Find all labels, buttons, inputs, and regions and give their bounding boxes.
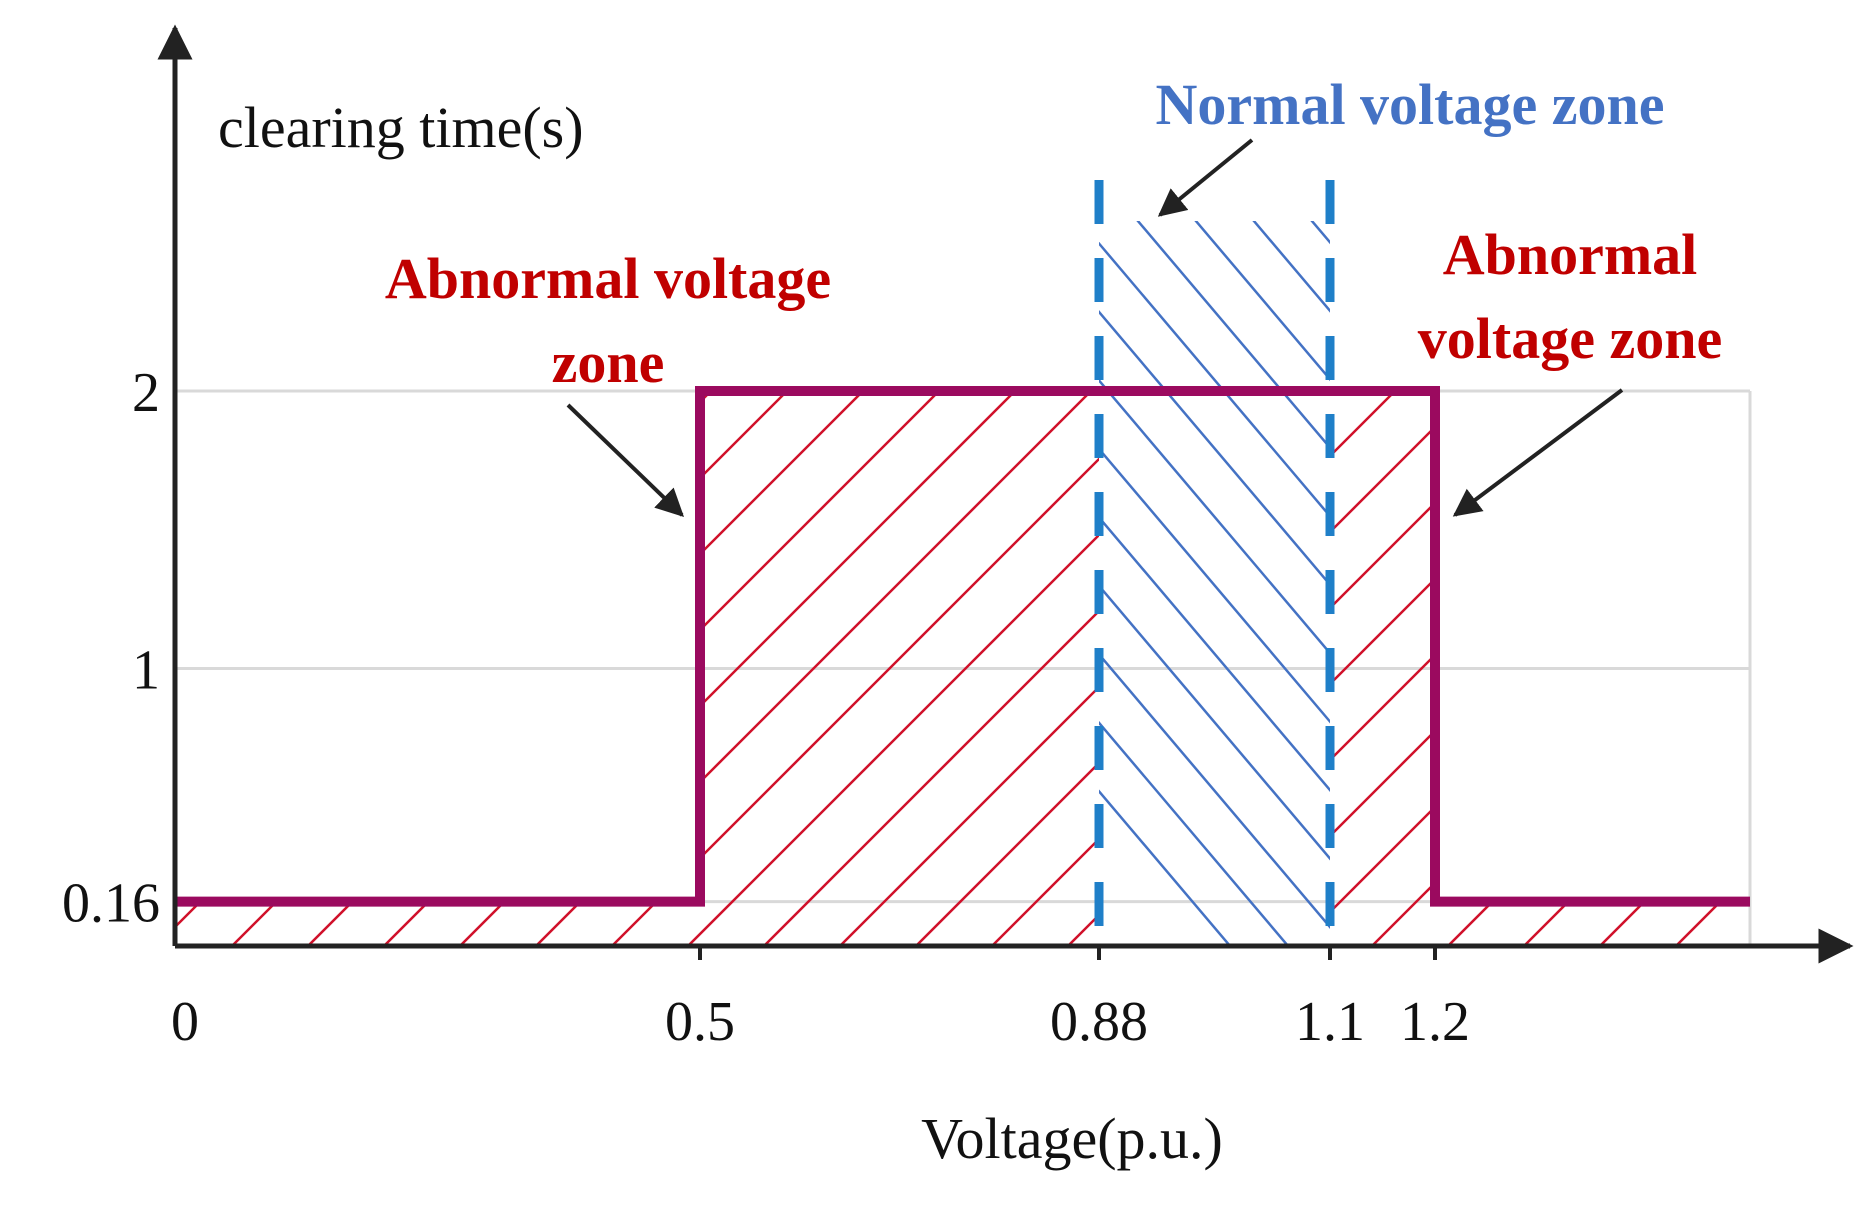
red-hatch-line-5 bbox=[175, 391, 581, 946]
y-tick-label-2: 2 bbox=[132, 362, 160, 424]
red-hatch-line-22 bbox=[971, 391, 1750, 946]
red-hatch-line-0 bbox=[175, 391, 201, 946]
blue-hatch-line-2 bbox=[1099, 652, 1330, 929]
red-hatch-line-27 bbox=[1351, 391, 1750, 946]
red-hatch-line-25 bbox=[1199, 391, 1750, 946]
axes bbox=[157, 24, 1854, 964]
blue-hatch-line-6 bbox=[1099, 378, 1330, 656]
y-tick-label-1: 1 bbox=[132, 640, 160, 702]
red-hatch-line-28 bbox=[1427, 391, 1750, 946]
normal-zone-label: Normal voltage zone bbox=[1156, 72, 1665, 137]
normal-zone-arrow bbox=[1157, 138, 1254, 217]
left-zone-arrow bbox=[566, 403, 685, 517]
red-hatch-line-9 bbox=[175, 391, 885, 946]
red-hatch-line-6 bbox=[175, 391, 657, 946]
red-hatch-line-1 bbox=[175, 391, 277, 946]
blue-hatch-line-3 bbox=[1099, 583, 1330, 861]
normal-zone-hatch bbox=[1099, 221, 1330, 946]
right-zone-arrow bbox=[1452, 388, 1624, 517]
limit-series bbox=[175, 386, 1750, 907]
red-hatch-line-29 bbox=[1503, 391, 1750, 946]
right-abnormal-zone-label-line2: voltage zone bbox=[1418, 306, 1722, 371]
x-tick-label-1: 0.5 bbox=[665, 991, 735, 1053]
red-hatch-line-14 bbox=[363, 391, 1265, 946]
left-abnormal-zone-label-line1: Abnormal voltage bbox=[385, 246, 831, 311]
zone-boundaries bbox=[1094, 180, 1335, 946]
red-hatch-line-3 bbox=[175, 391, 429, 946]
annotation-arrows bbox=[566, 138, 1624, 517]
red-hatch-line-33 bbox=[1808, 66, 1856, 966]
red-hatch-line-16 bbox=[515, 391, 1417, 946]
blue-hatch-line-5 bbox=[1099, 446, 1330, 724]
tick-labels: 0 0.5 0.88 1.1 1.2 0.16 1 2 bbox=[62, 362, 1470, 1053]
x-tick-label-2: 0.88 bbox=[1050, 991, 1148, 1053]
red-hatch-line-8 bbox=[175, 391, 809, 946]
y-axis-label: clearing time(s) bbox=[218, 95, 584, 160]
x-tick-label-3: 1.1 bbox=[1295, 991, 1365, 1053]
red-hatch-line-24 bbox=[1123, 391, 1750, 946]
red-hatch-line-30 bbox=[1579, 391, 1750, 946]
blue-hatch-line-10 bbox=[1194, 221, 1330, 382]
red-hatch-line-17 bbox=[591, 391, 1493, 946]
left-abnormal-zone-label-line2: zone bbox=[552, 330, 665, 395]
abnormal-zone-hatch bbox=[175, 66, 1856, 966]
y-tick-label-0: 0.16 bbox=[62, 873, 160, 935]
red-hatch-line-11 bbox=[175, 391, 1037, 946]
limit-series-line bbox=[175, 386, 1750, 907]
x-axis-label: Voltage(p.u.) bbox=[921, 1106, 1223, 1171]
red-hatch-line-15 bbox=[439, 391, 1341, 946]
blue-hatch-line-7 bbox=[1099, 310, 1330, 587]
red-hatch-line-21 bbox=[895, 391, 1750, 946]
red-hatch-line-31 bbox=[1655, 391, 1750, 946]
blue-hatch-line-0 bbox=[1099, 789, 1232, 946]
blue-hatch-line-9 bbox=[1136, 221, 1330, 450]
right-abnormal-zone-label-line1: Abnormal bbox=[1443, 222, 1698, 287]
red-hatch-line-23 bbox=[1047, 391, 1750, 946]
x-tick-label-0: 0 bbox=[171, 991, 199, 1053]
red-hatch-line-13 bbox=[287, 391, 1189, 946]
blue-hatch-line-8 bbox=[1099, 241, 1330, 519]
red-hatch-line-7 bbox=[175, 391, 733, 946]
red-hatch-line-20 bbox=[819, 391, 1721, 946]
red-hatch-line-10 bbox=[175, 391, 961, 946]
red-hatch-line-19 bbox=[743, 391, 1645, 946]
grid-lines bbox=[175, 389, 1752, 946]
blue-hatch-line-1 bbox=[1099, 720, 1290, 946]
red-hatch-line-12 bbox=[211, 391, 1113, 946]
x-tick-label-4: 1.2 bbox=[1400, 991, 1470, 1053]
blue-hatch-line-4 bbox=[1099, 515, 1330, 793]
red-hatch-line-4 bbox=[175, 391, 505, 946]
red-hatch-line-26 bbox=[1275, 391, 1750, 946]
